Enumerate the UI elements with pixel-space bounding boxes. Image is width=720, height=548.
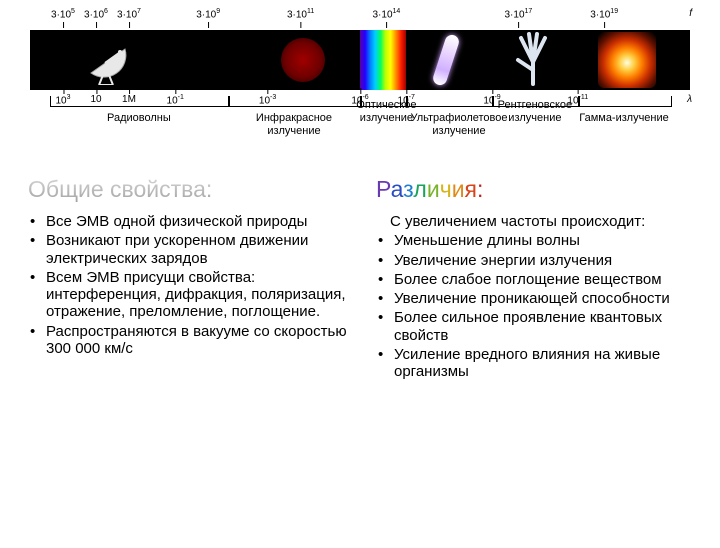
wavelength-axis-label: λ: [687, 94, 692, 105]
spectrum-band: [30, 30, 690, 90]
visible-light-icon: [360, 30, 406, 90]
frequency-tick: 3·109: [196, 8, 220, 20]
list-item: Более слабое поглощение веществом: [394, 271, 700, 288]
list-item: Возникают при ускоренном движении электр…: [46, 232, 352, 267]
list-item: Все ЭМВ одной физической природы: [46, 213, 352, 230]
frequency-tick: 3·1019: [590, 8, 618, 20]
frequency-scale: f 3·105 3·106 3·107 3·109 3·1011 3·1014 3·1017…: [30, 8, 690, 30]
common-properties-heading: Общие свойства:: [28, 176, 352, 203]
text-columns: Общие свойства: Все ЭМВ одной физической…: [20, 176, 700, 382]
gamma-explosion-icon: [598, 32, 656, 88]
spectrum-region-labels: РадиоволныИнфракрасное излучениеОптическ…: [30, 110, 690, 158]
list-item: Уменьшение длины волны: [394, 232, 700, 249]
spectrum-diagram: f 3·105 3·106 3·107 3·109 3·1011 3·1014 3·1017…: [30, 8, 690, 158]
region-label: Гамма-излучение: [558, 112, 690, 125]
common-properties-column: Общие свойства: Все ЭМВ одной физической…: [20, 176, 352, 382]
differences-list: Уменьшение длины волны Увеличение энергии…: [368, 232, 700, 380]
region-bracket: [578, 96, 672, 107]
list-item: Распространяются в вакууме со скоростью …: [46, 323, 352, 358]
frequency-tick: 3·1011: [287, 8, 314, 20]
list-item: Усиление вредного влияния на живые орган…: [394, 346, 700, 381]
list-item: Увеличение энергии излучения: [394, 252, 700, 269]
uv-lamp-icon: [431, 33, 460, 87]
list-item: Всем ЭМВ присущи свойства: интерференция…: [46, 269, 352, 321]
frequency-tick: 3·106: [84, 8, 108, 20]
differences-intro: С увеличением частоты происходит:: [390, 213, 700, 230]
list-item: Более сильное проявление квантовых свойс…: [394, 309, 700, 344]
region-bracket: [50, 96, 230, 107]
frequency-tick: 3·1014: [372, 8, 400, 20]
common-properties-list: Все ЭМВ одной физической природы Возникаю…: [20, 213, 352, 357]
frequency-tick: 3·105: [51, 8, 75, 20]
radio-dish-icon: [83, 35, 133, 85]
frequency-tick: 3·1017: [504, 8, 532, 20]
differences-column: Различия: С увеличением частоты происход…: [368, 176, 700, 382]
differences-heading: Различия:: [376, 176, 700, 203]
region-label: Радиоволны: [50, 112, 228, 125]
frequency-tick: 3·107: [117, 8, 141, 20]
xray-hand-icon: [512, 32, 554, 88]
frequency-axis-label: f: [689, 8, 692, 19]
list-item: Увеличение проникающей способности: [394, 290, 700, 307]
infrared-icon: [281, 38, 325, 82]
